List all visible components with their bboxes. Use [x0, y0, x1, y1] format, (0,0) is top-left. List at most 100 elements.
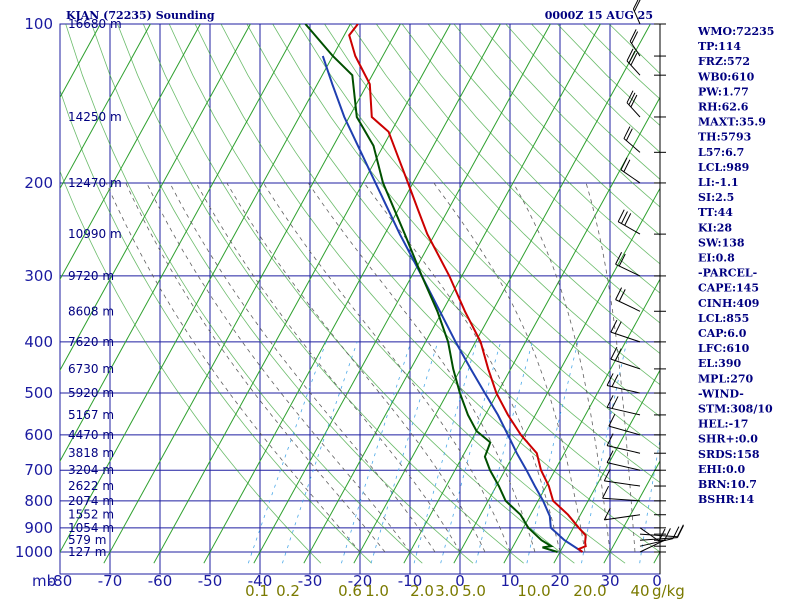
temperature-tick-label: -20	[348, 572, 373, 590]
wind-barb-shaft	[606, 384, 641, 394]
wind-barb-flag	[611, 396, 619, 409]
isotherm-line	[603, 460, 660, 564]
wind-barb-flag	[610, 346, 618, 360]
mixing-ratio-label: 2.0	[410, 582, 434, 600]
height-label: 3204 m	[68, 463, 114, 477]
moist-adiabat-line	[263, 182, 511, 553]
isotherm-line	[60, 24, 301, 463]
moist-adiabat-line	[585, 182, 636, 553]
mixing-ratio-label: 10.0	[517, 582, 550, 600]
index-entry: PW:1.77	[698, 85, 749, 98]
temperature-tick-label: 10	[500, 572, 519, 590]
isotherm-line	[553, 369, 660, 564]
wind-barb-shaft	[617, 221, 641, 235]
sounding-time: 0000Z 15 AUG 25	[545, 9, 653, 22]
temperature-tick-label: -80	[48, 572, 73, 590]
dry-adiabat-line	[117, 24, 524, 564]
mixing-ratio-label: 0.2	[276, 582, 300, 600]
height-label: 12470 m	[68, 176, 122, 190]
height-label: 5920 m	[68, 386, 114, 400]
mixing-ratio-labels: 0.1 0.2 0.6 1.0 2.0 3.0 5.0 10.0 20.0 40 g/kg	[245, 582, 685, 600]
temperature-tick-label: -30	[298, 572, 323, 590]
moist-adiabat-line	[125, 182, 386, 553]
temperature-axis-labels: mb-80 -70 -60 -50 -40 -30 -20 -10 0 10 20 30	[32, 572, 620, 590]
height-label: 5167 m	[68, 408, 114, 422]
pressure-label: 600	[24, 426, 53, 444]
isotherm-line	[60, 24, 151, 190]
index-entry: MAXT:35.9	[698, 116, 766, 129]
index-entry: L57:6.7	[698, 146, 744, 159]
dry-adiabat-line	[401, 24, 660, 294]
pressure-label: 200	[24, 174, 53, 192]
wind-barb-flag	[625, 128, 633, 141]
temperature-tick-label: -40	[248, 572, 273, 590]
wind-barb-flag	[626, 48, 634, 62]
height-label: 7620 m	[68, 335, 114, 349]
wind-barb-flag	[615, 252, 623, 265]
dry-adiabat-line	[350, 24, 660, 355]
dry-adiabat-line	[375, 24, 660, 324]
wind-barbs: 0	[602, 0, 684, 590]
wind-barb-flag	[615, 287, 623, 300]
pressure-label: 400	[24, 333, 53, 351]
index-entry: FRZ:572	[698, 55, 750, 68]
dewpoint-trace	[304, 24, 558, 553]
pressure-label: 500	[24, 384, 53, 402]
height-label: 6730 m	[68, 362, 114, 376]
index-entry: EI:0.8	[698, 252, 735, 265]
moist-adiabat-line	[169, 182, 436, 553]
dry-adiabat-line	[60, 89, 372, 564]
wind-barb-shaft	[610, 358, 641, 370]
index-entry: CINH:409	[698, 297, 759, 310]
wind-barb-shaft	[610, 331, 641, 343]
wind-barb-flag	[606, 395, 614, 408]
wind-barb-shaft	[626, 102, 641, 118]
index-entry: HEL:-17	[698, 418, 748, 431]
dry-adiabat-line	[65, 24, 423, 564]
pressure-axis-labels: 100 200 300 400 500 600 700 800 900 1000	[15, 15, 53, 561]
pressure-label: 100	[24, 15, 53, 33]
height-label: 9720 m	[68, 269, 114, 283]
wind-barb-flag	[618, 253, 626, 267]
dry-adiabat-line	[194, 24, 660, 553]
wind-barb-flag	[603, 507, 611, 521]
temperature-tick-label: 20	[550, 572, 569, 590]
mixing-ratio-line	[247, 341, 327, 564]
mixing-ratio-label: 20.0	[573, 582, 606, 600]
wind-barb-shaft	[639, 537, 678, 541]
wind-barb-shaft	[606, 462, 641, 471]
mixing-ratio-label: 0.6	[338, 582, 362, 600]
isotherm-line	[103, 24, 401, 564]
index-entry: LI:-1.1	[698, 176, 739, 189]
moist-adiabat-line	[363, 182, 561, 553]
pressure-label: 700	[24, 461, 53, 479]
isotherm-line	[353, 24, 651, 564]
mixing-ratio-line	[370, 341, 439, 564]
temperature-tick-label: -60	[148, 572, 173, 590]
index-entry: WMO:72235	[697, 25, 774, 38]
wind-scale-label: 0	[652, 572, 662, 590]
mixing-ratio-line	[341, 341, 412, 564]
isotherm-line	[253, 24, 551, 564]
wind-barb-flag	[658, 528, 666, 542]
height-label: 10990 m	[68, 227, 122, 241]
index-entry: LCL:855	[698, 312, 749, 325]
dry-adiabat-line	[272, 24, 660, 450]
isotherm-line	[60, 24, 251, 372]
index-entry: LFC:610	[698, 342, 750, 355]
wind-barb-flag	[626, 90, 634, 103]
index-entry: CAP:6.0	[698, 327, 747, 340]
height-label: 8608 m	[68, 304, 114, 318]
mixing-ratio-line	[639, 437, 660, 564]
height-label: 1054 m	[68, 521, 114, 535]
height-label: 2622 m	[68, 479, 114, 493]
mixing-ratio-unit: g/kg	[652, 582, 685, 600]
height-labels: 16680 m 14250 m 12470 m 10990 m 9720 m 8608 m…	[68, 17, 122, 559]
height-label: 3818 m	[68, 446, 114, 460]
index-entry: KI:28	[698, 221, 732, 234]
wind-barb-shaft	[632, 8, 641, 25]
height-label: 1552 m	[68, 508, 114, 522]
dry-adiabat-line	[324, 24, 660, 386]
